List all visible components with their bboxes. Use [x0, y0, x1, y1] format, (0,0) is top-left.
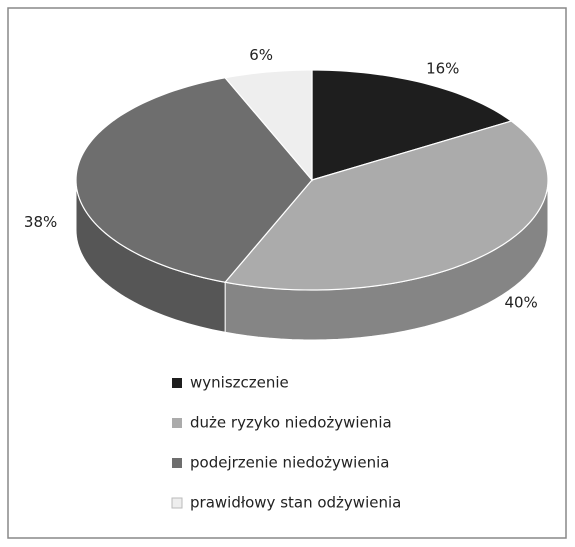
legend-swatch: [171, 497, 183, 509]
data-label: 6%: [249, 46, 273, 64]
legend-label: podejrzenie niedożywienia: [190, 454, 389, 472]
data-label: 40%: [504, 294, 537, 312]
data-label: 16%: [426, 60, 459, 78]
slice: [223, 69, 313, 182]
legend-swatch: [172, 418, 182, 428]
data-label: 38%: [24, 213, 57, 231]
legend-label: duże ryzyko niedożywienia: [190, 414, 392, 432]
legend-label: prawidłowy stan odżywienia: [190, 494, 401, 512]
legend-swatch: [172, 378, 182, 388]
slice: [75, 77, 313, 283]
slice: [311, 69, 513, 181]
legend-label: wyniszczenie: [190, 374, 289, 392]
slice: [223, 120, 549, 291]
legend-swatch: [172, 458, 182, 468]
